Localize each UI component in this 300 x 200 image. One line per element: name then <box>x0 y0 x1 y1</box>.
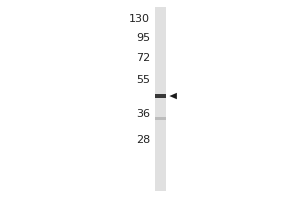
Bar <box>155 117 166 120</box>
Text: 72: 72 <box>136 53 150 63</box>
Bar <box>155 7 166 191</box>
Text: 55: 55 <box>136 75 150 85</box>
Polygon shape <box>169 93 177 99</box>
Text: 95: 95 <box>136 33 150 43</box>
Bar <box>155 94 166 98</box>
Text: 130: 130 <box>129 14 150 24</box>
Text: 28: 28 <box>136 135 150 145</box>
Text: 36: 36 <box>136 109 150 119</box>
